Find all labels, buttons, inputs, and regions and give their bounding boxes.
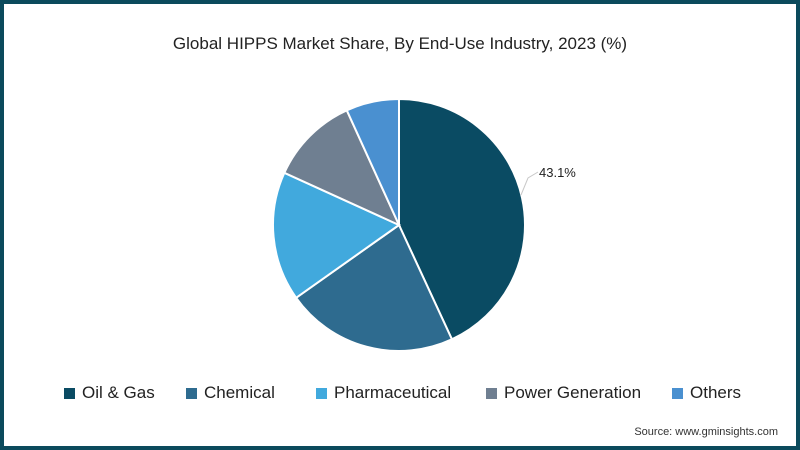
pie-slices (272, 97, 526, 352)
data-label-leader-line (520, 171, 539, 196)
legend-item-power-generation[interactable]: Power Generation (486, 383, 641, 403)
legend-label: Oil & Gas (82, 383, 155, 402)
pie-slice-others[interactable] (345, 97, 400, 226)
legend-swatch (64, 387, 75, 399)
legend-item-others[interactable]: Others (672, 383, 741, 403)
legend-swatch (316, 387, 327, 399)
legend-item-oil-gas[interactable]: Oil & Gas (64, 383, 155, 403)
chart-title: Global HIPPS Market Share, By End-Use In… (172, 34, 628, 53)
pie-slice-pharmaceutical[interactable] (272, 171, 401, 300)
pie-slice-chemical[interactable] (294, 223, 454, 352)
legend-item-pharmaceutical[interactable]: Pharmaceutical (316, 383, 451, 403)
legend-swatch (186, 387, 197, 399)
legend-swatch (672, 387, 683, 399)
pie-slice-power-generation[interactable] (283, 109, 402, 228)
data-label-oil-gas: 43.1% (539, 165, 576, 180)
pie-slice-oil-gas[interactable] (398, 97, 526, 341)
legend-label: Power Generation (504, 383, 642, 402)
source-note: Source: www.gminsights.com (634, 426, 778, 438)
legend-item-chemical[interactable]: Chemical (186, 383, 275, 403)
legend-swatch (486, 387, 497, 399)
legend: Oil & Gas Chemical Pharmaceutical Power … (0, 383, 800, 405)
legend-label: Pharmaceutical (334, 383, 452, 402)
legend-label: Chemical (204, 383, 275, 402)
legend-label: Others (690, 383, 742, 402)
